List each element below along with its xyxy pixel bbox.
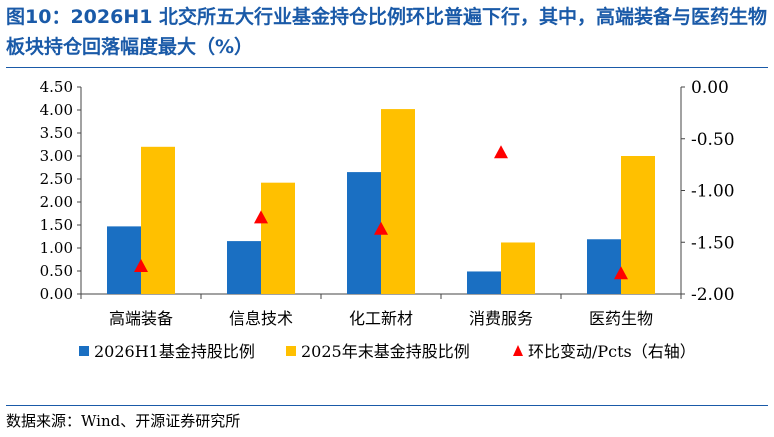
right-tick-label: -2.00 — [691, 285, 735, 305]
left-tick-label: 4.50 — [40, 78, 73, 96]
left-tick-label: 4.00 — [40, 101, 73, 119]
bar-2026h1 — [467, 271, 501, 294]
x-tick-label: 信息技术 — [229, 309, 293, 328]
right-tick-label: -1.00 — [691, 182, 735, 202]
x-tick-label: 化工新材 — [349, 309, 413, 328]
source-note: 数据来源：Wind、开源证券研究所 — [6, 412, 241, 430]
legend-swatch-2025-end — [286, 346, 296, 356]
left-tick-label: 2.00 — [40, 193, 73, 211]
x-tick-label: 医药生物 — [589, 309, 653, 328]
bar-2025-end — [141, 146, 175, 294]
change-marker — [494, 145, 508, 159]
left-tick-label: 3.00 — [40, 147, 73, 165]
left-tick-label: 2.50 — [40, 170, 73, 188]
change-marker — [374, 221, 388, 235]
legend-label-2026h1: 2026H1基金持股比例 — [94, 342, 255, 361]
bar-2026h1 — [587, 239, 621, 294]
bar-2025-end — [261, 182, 295, 294]
title-rule — [6, 67, 768, 68]
left-tick-label: 0.00 — [40, 285, 73, 303]
bar-2026h1 — [107, 226, 141, 294]
legend-swatch-2026h1 — [79, 346, 89, 356]
source-rule — [6, 405, 768, 406]
chart: 0.00 0.50 1.00 1.50 2.00 2.50 3.00 3.50 4.00 4.50… — [40, 78, 735, 361]
legend: 2026H1基金持股比例 2025年末基金持股比例 环比变动/Pcts（右轴） — [79, 342, 696, 361]
x-tick-label: 高端装备 — [109, 309, 173, 328]
right-tick-label: 0.00 — [691, 78, 729, 98]
left-tick-label: 0.50 — [40, 262, 73, 280]
left-tick-label: 3.50 — [40, 124, 73, 142]
change-marker — [254, 210, 268, 224]
right-tick-label: -0.50 — [691, 130, 735, 150]
figure-title: 图10：2026H1 北交所五大行业基金持仓比例环比普遍下行，其中，高端装备与医… — [6, 6, 768, 58]
bar-2025-end — [381, 109, 415, 294]
bar-2025-end — [621, 156, 655, 294]
bar-2025-end — [501, 242, 535, 294]
right-tick-label: -1.50 — [691, 233, 735, 253]
x-tick-label: 消费服务 — [469, 309, 533, 328]
markers — [134, 145, 628, 280]
legend-label-change: 环比变动/Pcts（右轴） — [528, 342, 696, 361]
left-tick-label: 1.50 — [40, 216, 73, 234]
legend-swatch-change — [513, 345, 523, 356]
bars — [107, 109, 655, 294]
change-marker — [614, 266, 628, 280]
change-marker — [134, 259, 148, 273]
left-tick-label: 1.00 — [40, 239, 73, 257]
legend-label-2025-end: 2025年末基金持股比例 — [301, 342, 470, 361]
axes: 0.00 0.50 1.00 1.50 2.00 2.50 3.00 3.50 4.00 4.50… — [40, 78, 735, 328]
bar-2026h1 — [227, 241, 261, 294]
